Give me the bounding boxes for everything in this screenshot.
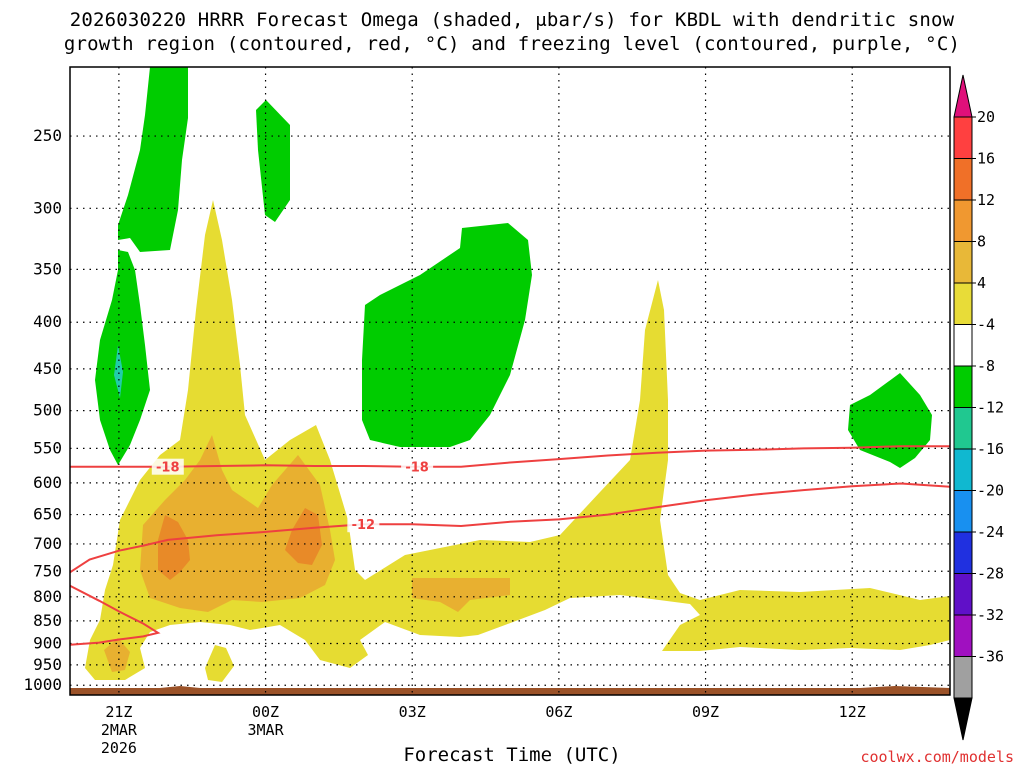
contour-line-1 xyxy=(70,482,950,574)
colorbar-label: 12 xyxy=(977,191,995,209)
omega-region-sinking-upper-left xyxy=(118,67,188,252)
y-tick-label: 400 xyxy=(33,312,62,331)
omega-region-lift-moderate-center xyxy=(412,578,510,612)
colorbar-segment xyxy=(953,365,973,408)
plot-frame xyxy=(69,66,951,696)
y-tick-label: 950 xyxy=(33,655,62,674)
y-tick-label: 450 xyxy=(33,359,62,378)
x-tick-label: 06Z xyxy=(545,703,572,721)
colorbar-segment xyxy=(953,282,973,325)
colorbar-label: 4 xyxy=(977,274,986,292)
terrain-strip xyxy=(70,686,950,695)
contour-line-0 xyxy=(70,445,950,468)
contour-label: -18 xyxy=(405,461,429,476)
colorbar-label: -28 xyxy=(977,565,1004,583)
y-tick-label: 1000 xyxy=(23,675,62,694)
contour-line-2 xyxy=(70,584,161,646)
omega-region-lift-moderate-main xyxy=(140,435,335,612)
gridlines xyxy=(70,67,950,695)
x-tick-label: 12Z xyxy=(839,703,866,721)
y-tick-label: 800 xyxy=(33,587,62,606)
y-tick-label: 500 xyxy=(33,401,62,420)
colorbar-segment xyxy=(953,490,973,533)
colorbar-segment xyxy=(953,407,973,450)
colorbar-label: -12 xyxy=(977,399,1004,417)
chart-title-line-1: 2026030220 HRRR Forecast Omega (shaded, … xyxy=(69,9,955,31)
y-tick-label: 300 xyxy=(33,198,62,217)
colorbar-segment xyxy=(953,158,973,201)
omega-region-sinking-left-core xyxy=(114,345,123,398)
colorbar-label: 16 xyxy=(977,150,995,168)
y-tick-label: 350 xyxy=(33,259,62,278)
colorbar-label: 8 xyxy=(977,233,986,251)
omega-region-lift-moderate-small xyxy=(104,638,130,672)
colorbar-segment xyxy=(953,614,973,657)
contour-label: -12 xyxy=(352,518,376,533)
y-axis-pressure: 250 300 350 400 450 500 550 600 650 700 750 800 850 9… xyxy=(23,126,62,694)
colorbar-segment xyxy=(953,324,973,367)
colorbar-label: -36 xyxy=(977,648,1004,666)
colorbar-label: -32 xyxy=(977,606,1004,624)
contour-label-bg xyxy=(347,516,380,533)
y-tick-label: 700 xyxy=(33,534,62,553)
colorbar-label: -16 xyxy=(977,440,1004,458)
omega-region-lift-small xyxy=(205,645,234,682)
colorbar-label: -24 xyxy=(977,523,1004,541)
contour-label-bg xyxy=(401,458,434,475)
contour-labels: -18 -18 -12 xyxy=(151,458,434,533)
omega-region-sinking-center xyxy=(362,223,532,447)
contour-label: -18 xyxy=(156,461,180,476)
colorbar-segment xyxy=(953,656,973,699)
x-tick-date: 3MAR xyxy=(247,721,284,739)
y-tick-label: 550 xyxy=(33,438,62,457)
colorbar-top-cap xyxy=(953,74,973,118)
x-tick-label: 03Z xyxy=(399,703,426,721)
colorbar-segment xyxy=(953,199,973,242)
x-tick-label: 00Z xyxy=(252,703,279,721)
site-credit-link[interactable]: coolwx.com/models xyxy=(860,748,1014,766)
y-tick-label: 850 xyxy=(33,611,62,630)
y-tick-label: 250 xyxy=(33,126,62,145)
x-tick-label: 21Z xyxy=(105,703,132,721)
contour-label-bg xyxy=(151,458,184,475)
colorbar-segment xyxy=(953,116,973,159)
x-tick-label: 09Z xyxy=(692,703,719,721)
omega-region-sinking-right xyxy=(848,373,932,468)
y-tick-label: 650 xyxy=(33,505,62,524)
temperature-contours xyxy=(70,445,950,646)
omega-region-sinking-left-column xyxy=(95,250,150,465)
colorbar-label: -8 xyxy=(977,357,995,375)
x-axis-title: Forecast Time (UTC) xyxy=(403,744,621,766)
y-tick-label: 600 xyxy=(33,473,62,492)
chart-title-line-2: growth region (contoured, red, °C) and f… xyxy=(63,33,961,55)
x-tick-year: 2026 xyxy=(101,739,137,757)
colorbar-label: -4 xyxy=(977,316,995,334)
omega-region-lift-strong-right xyxy=(285,508,322,565)
colorbar-segment xyxy=(953,531,973,574)
colorbar-label: 20 xyxy=(977,108,995,126)
colorbar-bottom-cap xyxy=(953,697,973,741)
colorbar-segment xyxy=(953,241,973,284)
y-tick-label: 750 xyxy=(33,561,62,580)
omega-shading xyxy=(70,67,950,695)
omega-region-sinking-top-middle xyxy=(256,100,290,222)
x-tick-date: 2MAR xyxy=(101,721,138,739)
y-tick-label: 900 xyxy=(33,633,62,652)
omega-region-lift-strong-left xyxy=(158,515,190,580)
colorbar-segment xyxy=(953,448,973,491)
colorbar-segment xyxy=(953,573,973,616)
omega-colorbar: 20 16 12 8 4 -4 -8 -12 -16 -20 -24 -28 -32 -36 xyxy=(953,74,1004,741)
colorbar-label: -20 xyxy=(977,482,1004,500)
